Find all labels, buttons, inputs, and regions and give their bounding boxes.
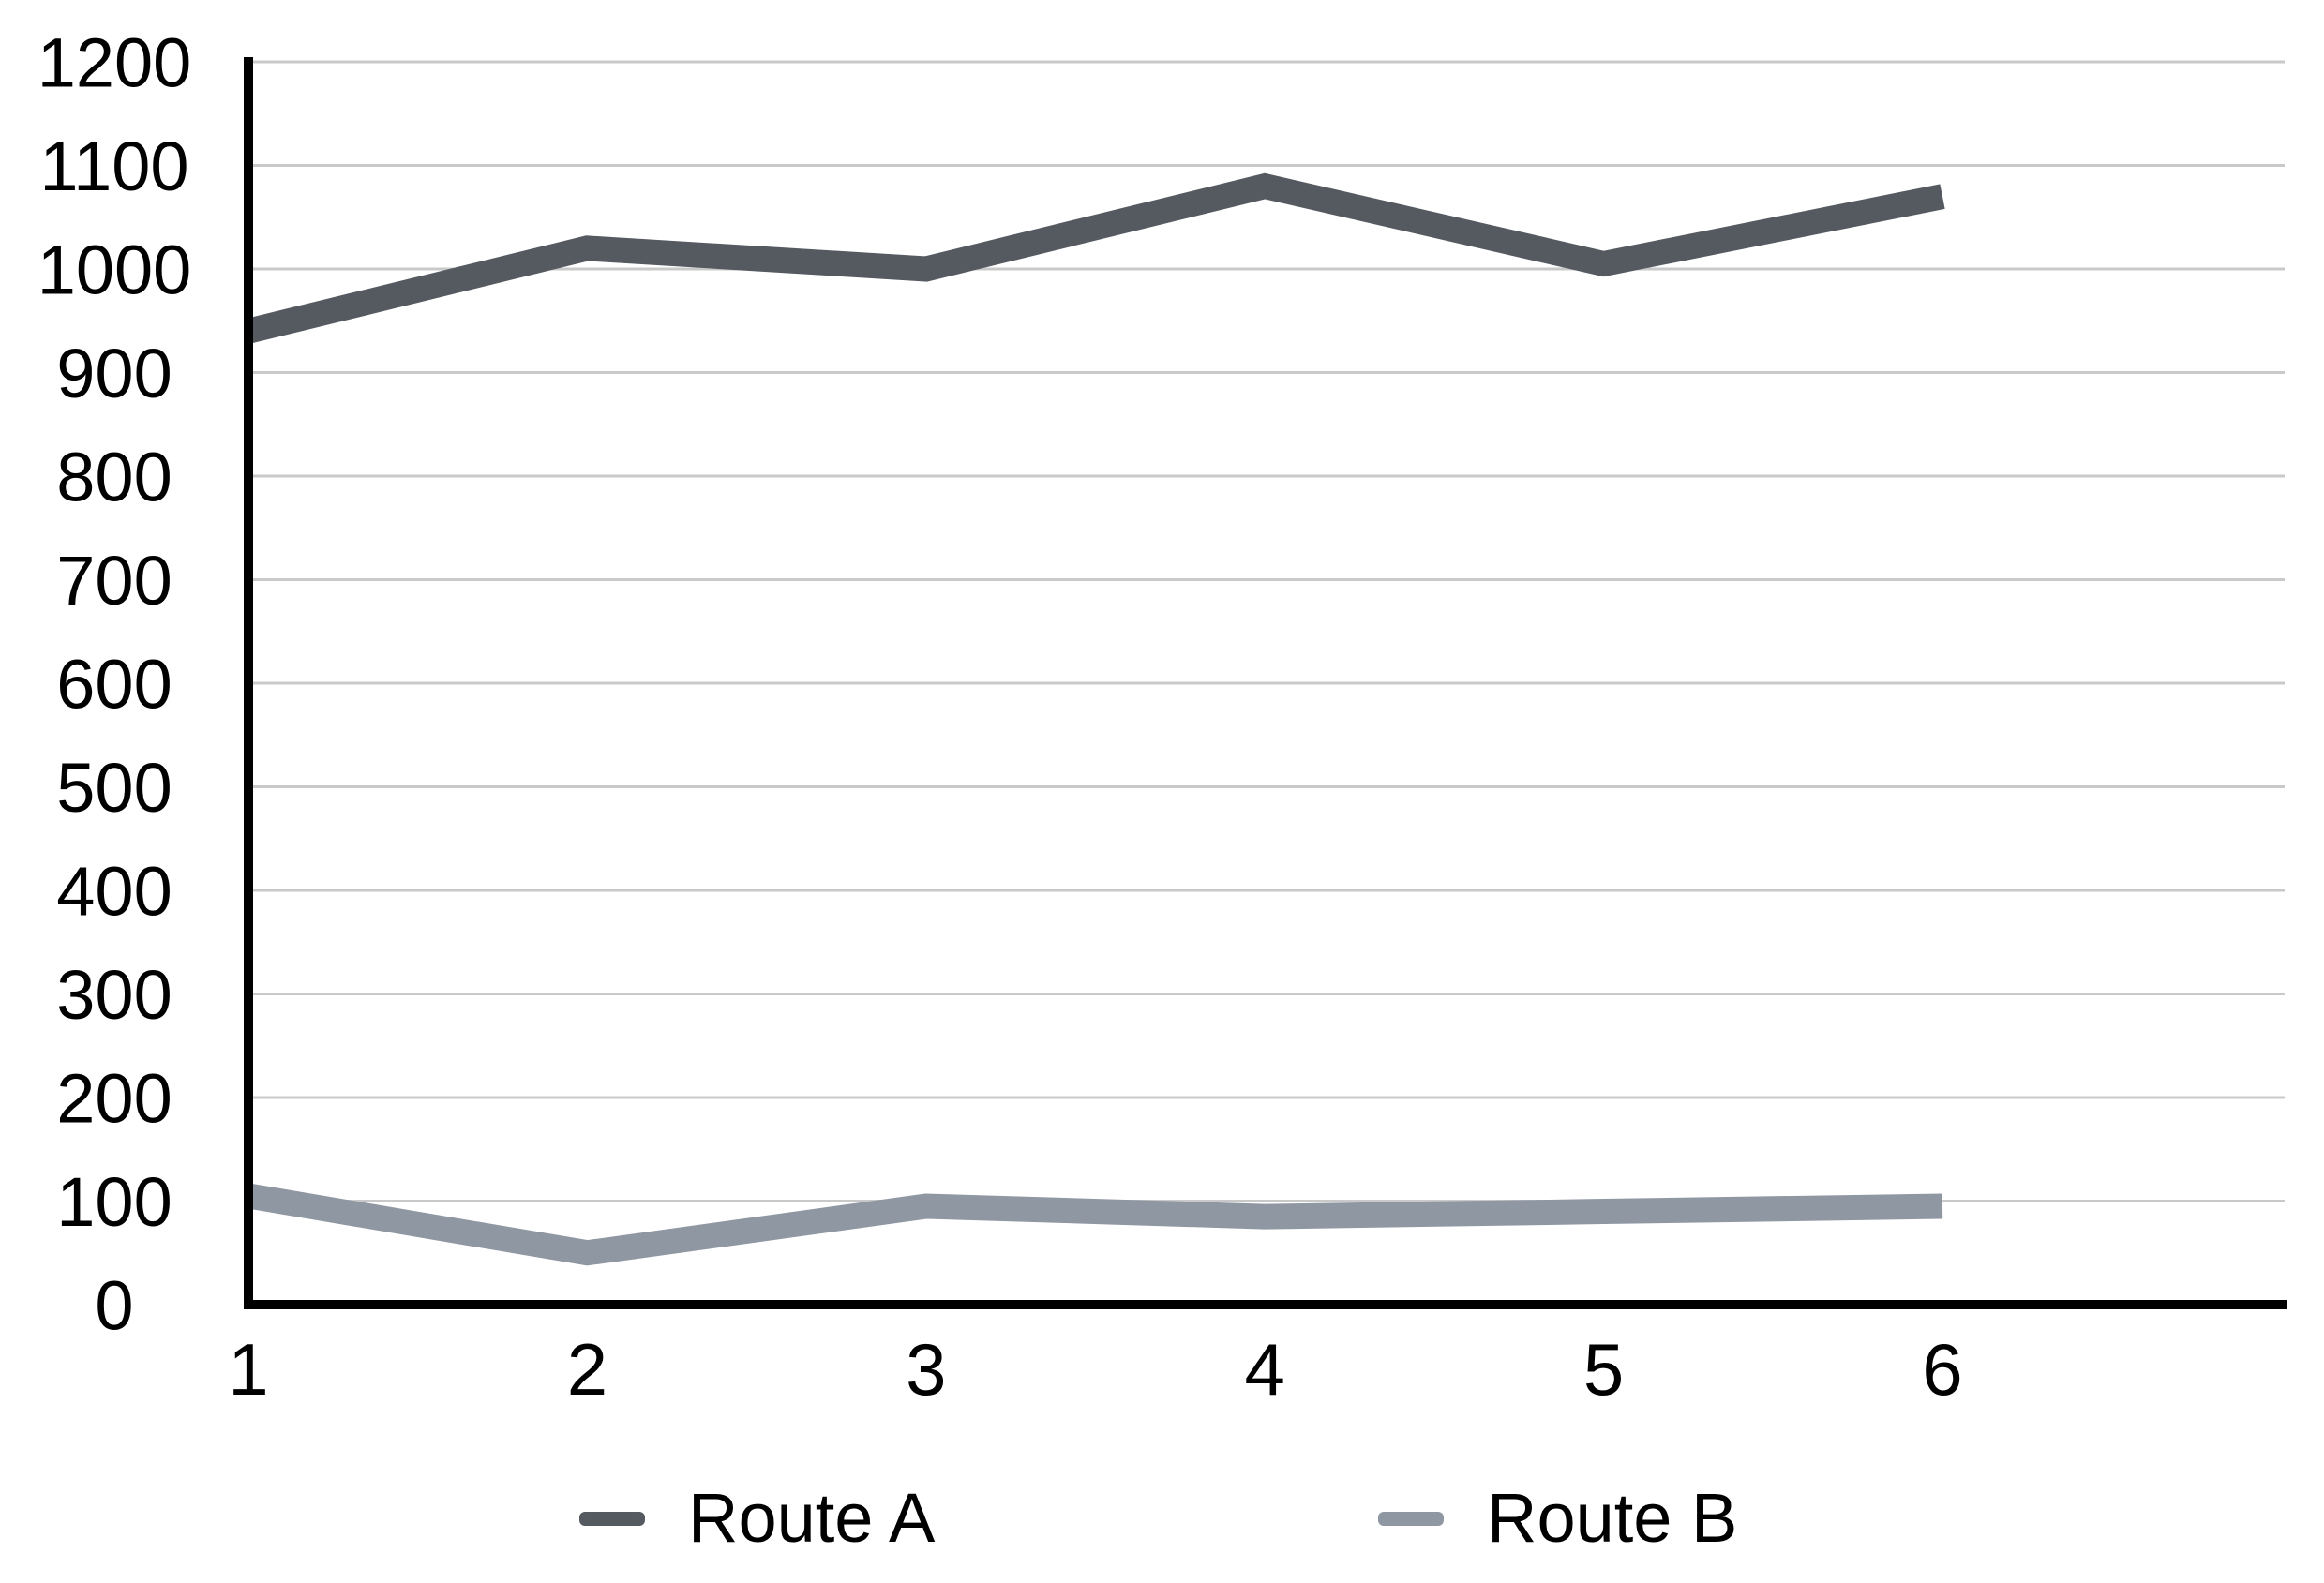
y-tick-label: 200 [56, 1060, 172, 1138]
y-tick-label: 700 [56, 542, 172, 620]
x-tick-label: 1 [228, 1328, 268, 1411]
x-tick-label: 6 [1922, 1328, 1962, 1411]
y-tick-label: 900 [56, 335, 172, 412]
x-axis-labels: 1 2 3 4 5 6 [228, 1328, 1962, 1411]
y-tick-label: 300 [56, 956, 172, 1034]
y-tick-label: 1100 [39, 127, 188, 205]
legend-swatch-route-b [1378, 1511, 1444, 1526]
y-tick-label: 100 [56, 1163, 172, 1241]
series-line-route-a [245, 172, 1945, 344]
x-tick-label: 4 [1245, 1328, 1285, 1411]
legend-item-route-a: Route A [579, 1479, 935, 1558]
x-tick-label: 5 [1583, 1328, 1624, 1411]
y-tick-label: 400 [56, 853, 172, 931]
x-tick-label: 2 [567, 1328, 607, 1411]
y-tick-label: 600 [56, 646, 172, 724]
gridlines [248, 60, 2285, 1202]
y-tick-label: 500 [56, 749, 172, 827]
legend-label-route-b: Route B [1487, 1479, 1738, 1557]
y-axis-labels: 0 100 200 300 400 500 600 700 800 900 1000 1100 1200 [37, 24, 192, 1345]
legend-label-route-a: Route A [688, 1479, 936, 1557]
axes [244, 57, 2287, 1309]
y-tick-label: 800 [56, 439, 172, 516]
x-tick-label: 3 [906, 1328, 946, 1411]
series-line-route-b [246, 1183, 1943, 1266]
legend-item-route-b: Route B [1378, 1479, 1737, 1558]
legend-swatch-route-a [579, 1511, 645, 1526]
y-tick-label: 1200 [37, 24, 192, 102]
y-tick-label: 0 [95, 1267, 133, 1345]
y-tick-label: 1000 [37, 231, 192, 309]
